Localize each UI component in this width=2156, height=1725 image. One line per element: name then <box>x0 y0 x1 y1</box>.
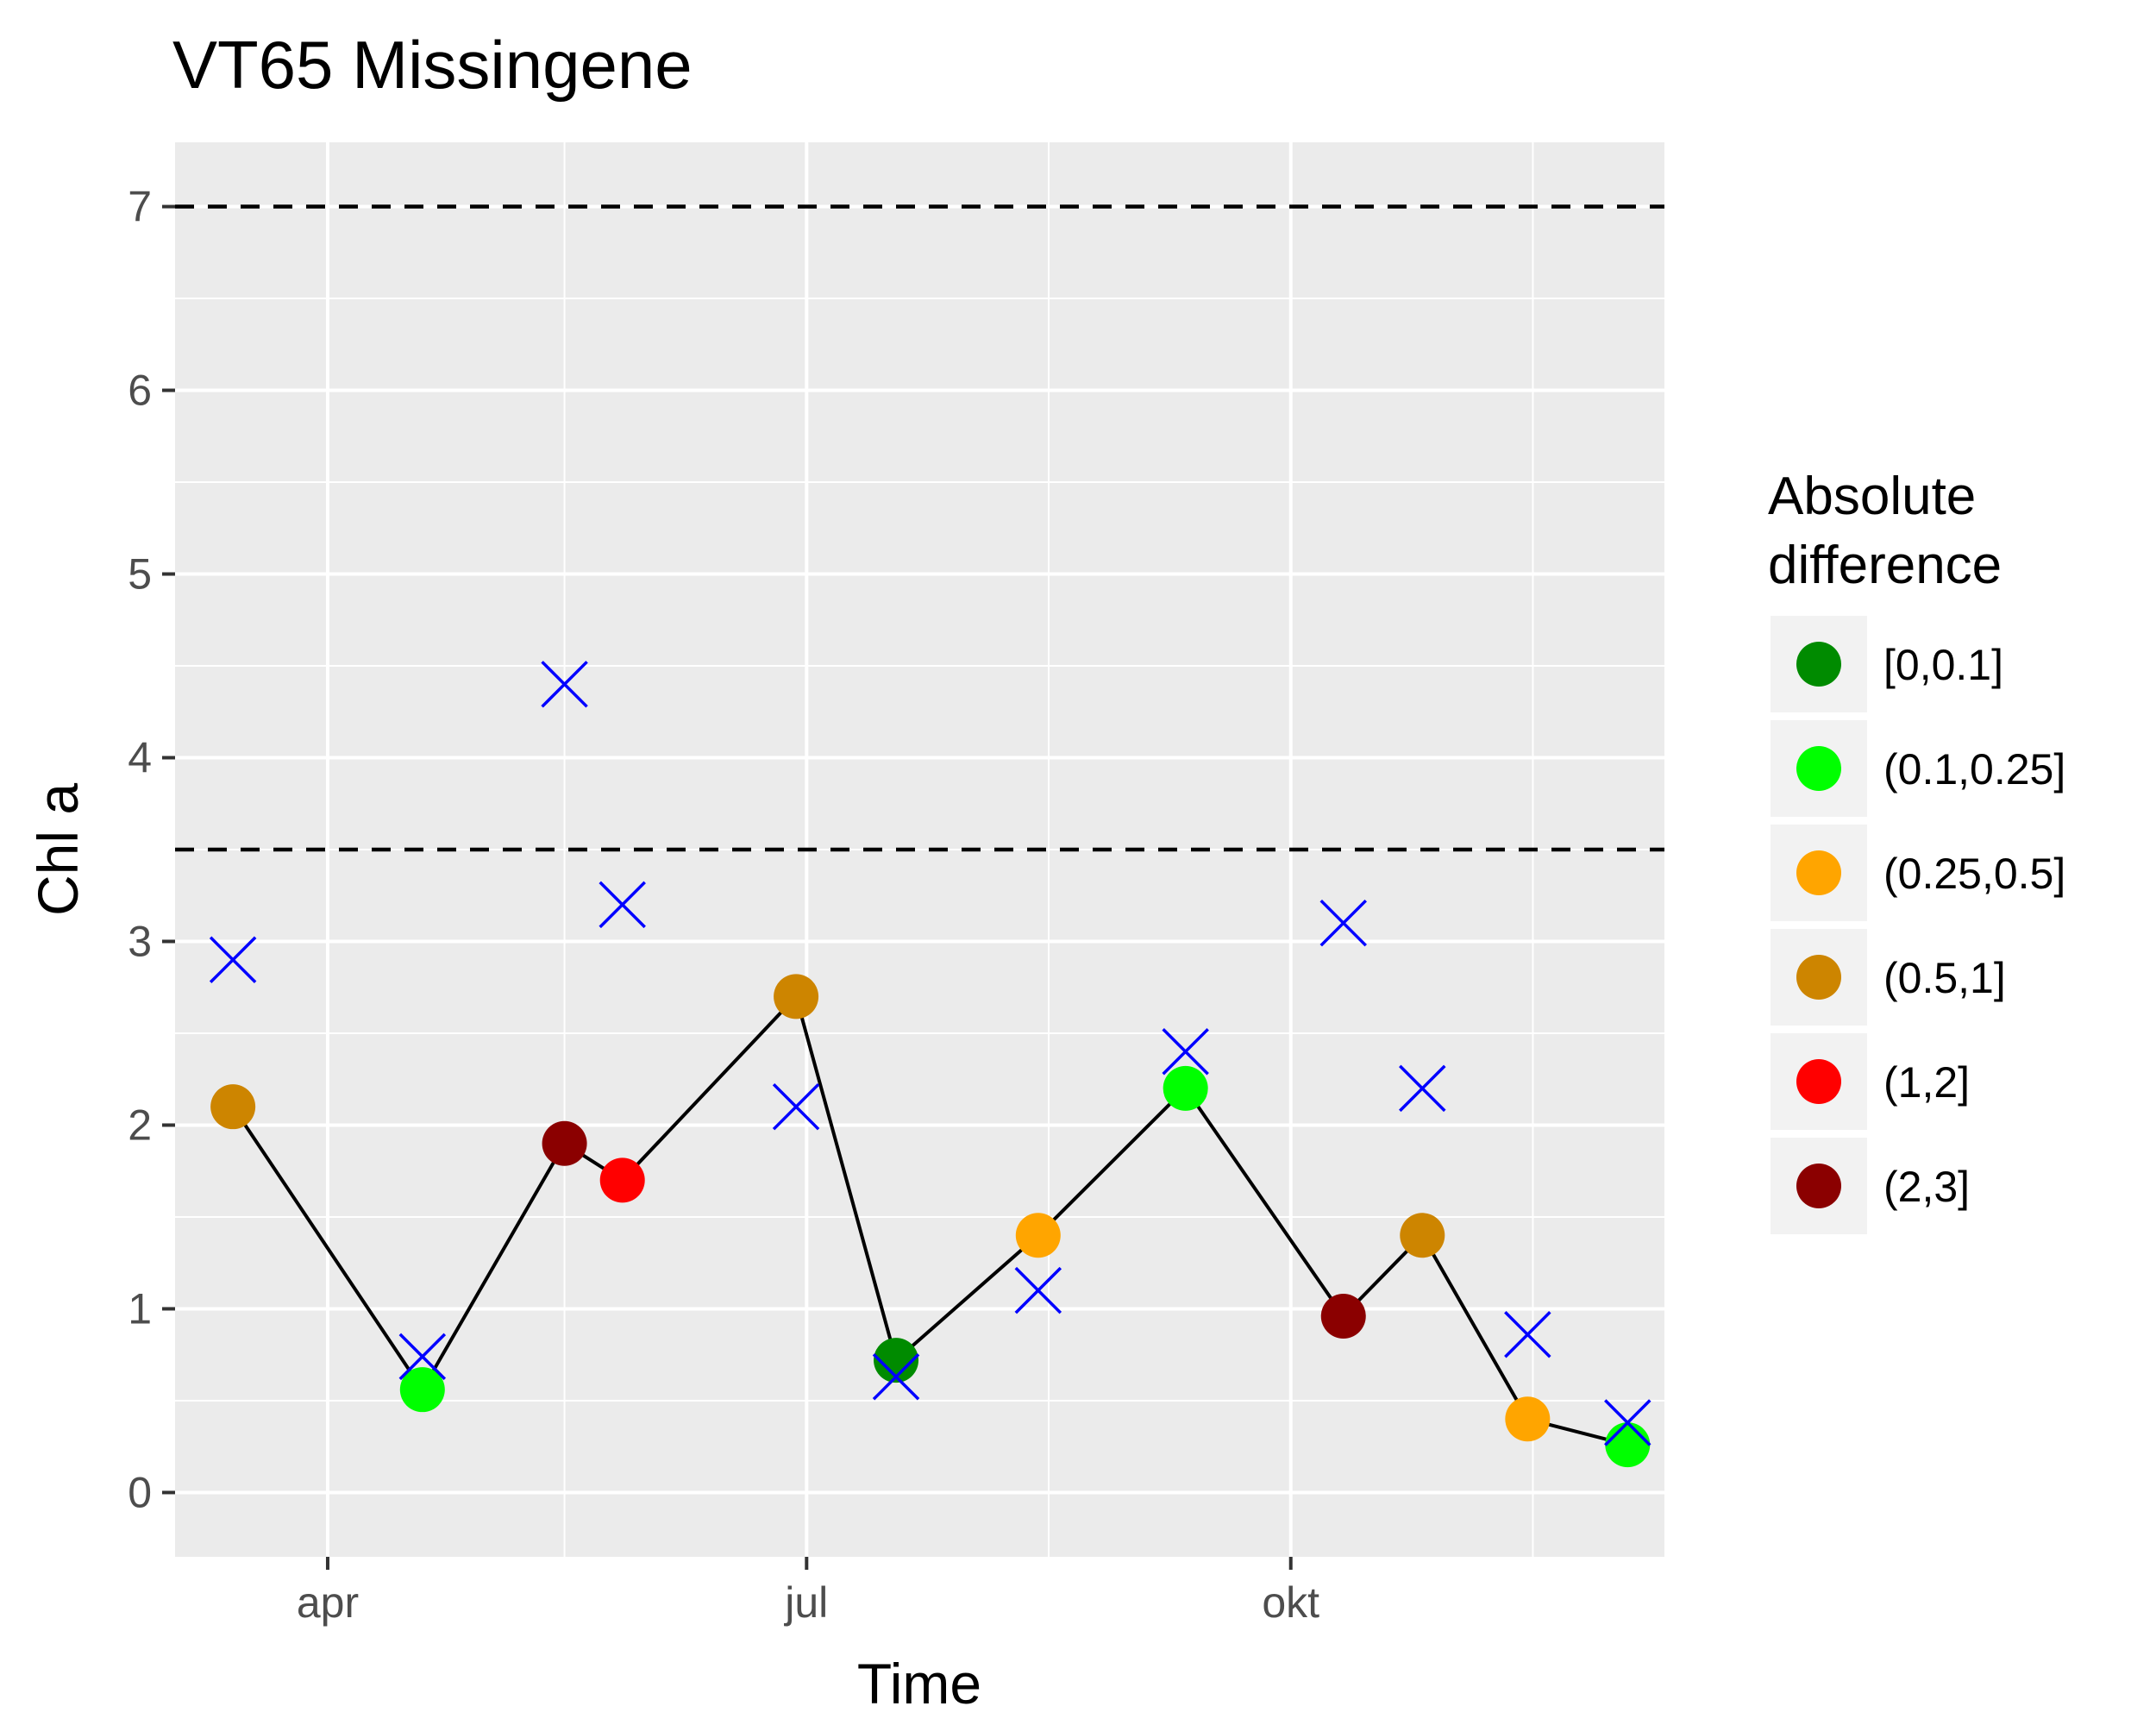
data-point-circle <box>542 1120 587 1166</box>
legend-label: (0.25,0.5] <box>1883 850 2065 898</box>
data-point-circle <box>599 1157 645 1203</box>
y-tick-label: 6 <box>128 367 152 415</box>
data-point-circle <box>1015 1213 1061 1258</box>
legend-title: Absolute difference <box>1768 467 2002 595</box>
legend-label: [0,0.1] <box>1883 641 2003 689</box>
x-marker-stroke <box>1162 1028 1209 1076</box>
data-point-x <box>541 661 588 708</box>
data-point-x <box>599 881 646 929</box>
x-marker-stroke <box>1399 1064 1446 1113</box>
data-point-x <box>398 1333 447 1381</box>
data-point-x <box>1604 1399 1651 1446</box>
y-tick-label: 2 <box>128 1101 152 1149</box>
chart-title: VT65 Missingene <box>172 27 693 103</box>
legend-item: (0.1,0.25] <box>1771 720 2065 817</box>
x-marker-stroke <box>772 1082 820 1131</box>
data-point-circle <box>1505 1396 1551 1442</box>
y-tick-label: 3 <box>128 917 152 965</box>
legend-item: (2,3] <box>1771 1138 1970 1234</box>
legend-item: (0.25,0.5] <box>1771 825 2065 921</box>
x-marker-stroke <box>1604 1399 1651 1446</box>
legend-title-line-1: Absolute <box>1768 467 1976 526</box>
data-point-circle <box>1400 1213 1445 1258</box>
legend-keys: [0,0.1] (0.1,0.25] (0.25,0.5] (0.5,1] (1,2] (… <box>1771 616 2065 1234</box>
x-marker-stroke <box>209 936 257 984</box>
data-point-x <box>1319 899 1367 947</box>
legend-label: (0.1,0.25] <box>1883 745 2065 794</box>
x-axis: apr jul okt <box>297 1557 1319 1627</box>
x-marker-stroke <box>1504 1311 1551 1358</box>
reference-lines <box>175 204 1664 852</box>
legend-key-circle <box>1796 955 1841 1000</box>
legend-label: (2,3] <box>1883 1163 1970 1211</box>
data-point-circle <box>874 1338 919 1383</box>
legend-item: (0.5,1] <box>1771 929 2006 1026</box>
y-tick-label: 5 <box>128 550 152 599</box>
x-marker-stroke <box>1014 1266 1062 1314</box>
y-tick-label: 4 <box>128 734 152 782</box>
x-marker-stroke <box>1319 899 1367 947</box>
legend-key-circle <box>1796 850 1841 895</box>
data-point-circle <box>1320 1293 1366 1339</box>
x-axis-title: Time <box>857 1652 981 1716</box>
x-markers <box>209 661 1651 1446</box>
data-point-circle <box>1163 1065 1208 1111</box>
x-marker-stroke <box>398 1333 447 1381</box>
data-point-circle <box>774 974 819 1019</box>
legend-key-circle <box>1796 746 1841 791</box>
data-point-x <box>1162 1028 1209 1076</box>
y-tick-label: 7 <box>128 183 152 231</box>
x-marker-stroke <box>872 1353 920 1401</box>
y-tick-label: 1 <box>128 1284 152 1333</box>
y-tick-label: 0 <box>128 1468 152 1516</box>
legend-item: [0,0.1] <box>1771 616 2003 712</box>
legend-key-circle <box>1796 1164 1841 1208</box>
data-point-x <box>1014 1266 1062 1314</box>
data-point-x <box>209 936 257 984</box>
y-axis: 0 1 2 3 4 5 6 7 <box>128 183 175 1516</box>
legend-title-line-2: difference <box>1768 536 2002 595</box>
data-point-x <box>772 1082 820 1131</box>
data-point-circle <box>399 1367 445 1413</box>
legend-item: (1,2] <box>1771 1033 1970 1130</box>
y-axis-title: Chl a <box>26 783 90 916</box>
x-tick-label: okt <box>1262 1578 1319 1627</box>
legend-key-circle <box>1796 1059 1841 1104</box>
legend-key-circle <box>1796 642 1841 687</box>
data-point-circle <box>210 1084 256 1130</box>
data-point-x <box>872 1353 920 1401</box>
x-marker-stroke <box>541 661 588 708</box>
x-marker-stroke <box>599 881 646 929</box>
data-point-circle <box>1605 1422 1651 1468</box>
data-point-x <box>1504 1311 1551 1358</box>
connector-line <box>231 994 1628 1447</box>
x-tick-label: jul <box>783 1578 828 1627</box>
x-tick-label: apr <box>297 1578 359 1627</box>
data-point-x <box>1399 1064 1446 1113</box>
legend-label: (0.5,1] <box>1883 954 2006 1002</box>
legend-label: (1,2] <box>1883 1058 1970 1107</box>
connector-line-group <box>231 994 1628 1447</box>
legend: Absolute difference [0,0.1] (0.1,0.25] (0.… <box>1768 467 2065 1234</box>
